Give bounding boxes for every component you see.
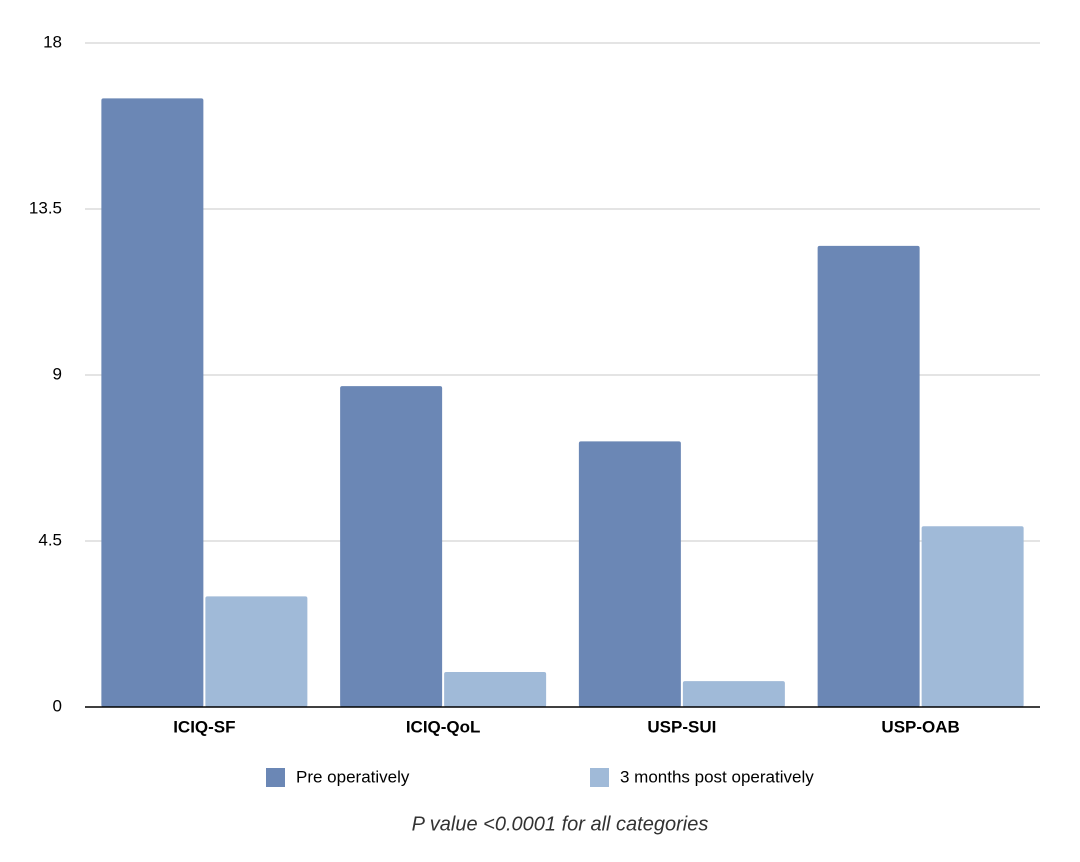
x-tick-label: ICIQ-QoL <box>406 717 481 736</box>
legend-swatch <box>266 768 285 787</box>
caption: P value <0.0001 for all categories <box>412 813 709 835</box>
legend-label: 3 months post operatively <box>620 767 814 786</box>
x-tick-label: USP-OAB <box>881 717 959 736</box>
y-tick-label: 4.5 <box>38 530 62 549</box>
legend-swatch <box>590 768 609 787</box>
x-tick-label: USP-SUI <box>647 717 716 736</box>
bar <box>682 681 785 707</box>
bar <box>817 245 920 707</box>
bar <box>101 98 204 708</box>
y-tick-label: 13.5 <box>29 198 62 217</box>
bar <box>205 596 308 707</box>
y-tick-label: 18 <box>43 32 62 51</box>
legend-label: Pre operatively <box>296 767 410 786</box>
x-tick-label: ICIQ-SF <box>173 717 235 736</box>
y-tick-label: 0 <box>53 696 62 715</box>
bar <box>921 526 1024 707</box>
bar <box>340 386 443 707</box>
y-tick-label: 9 <box>53 364 62 383</box>
bar <box>444 671 547 707</box>
bar <box>578 441 681 707</box>
